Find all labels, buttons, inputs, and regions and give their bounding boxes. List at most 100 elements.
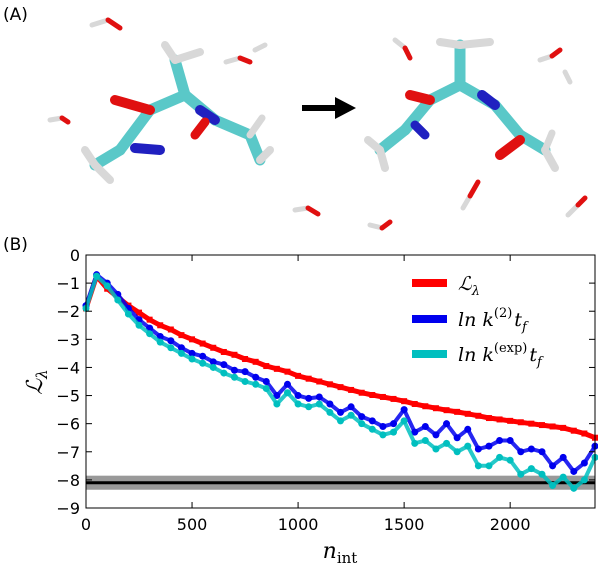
panel-b-label: (B) <box>3 235 28 255</box>
data-point <box>337 417 344 425</box>
y-tick-label: −9 <box>56 499 80 518</box>
data-point <box>411 439 419 447</box>
data-point <box>103 282 111 290</box>
data-point <box>559 453 567 461</box>
data-point <box>230 366 238 374</box>
y-tick-label: −8 <box>56 471 80 490</box>
x-tick-label: 1500 <box>384 515 425 534</box>
data-point <box>358 420 366 428</box>
data-point <box>262 385 270 393</box>
data-point <box>157 322 164 329</box>
data-point <box>475 412 482 419</box>
data-point <box>538 448 546 456</box>
data-point <box>188 349 196 357</box>
data-point <box>390 395 397 402</box>
data-point <box>559 473 567 481</box>
data-point <box>93 272 101 280</box>
series-kexp-line <box>84 274 597 491</box>
molecule-right <box>364 38 559 172</box>
data-point <box>136 309 143 316</box>
water-molecule <box>47 115 71 125</box>
data-point <box>560 424 567 431</box>
data-point <box>453 434 461 442</box>
data-point <box>347 411 355 419</box>
data-point <box>315 393 323 401</box>
data-point <box>199 352 207 360</box>
y-tick-label: −6 <box>56 415 80 434</box>
data-point <box>527 465 535 473</box>
data-point <box>189 336 196 343</box>
data-point <box>252 373 260 381</box>
data-point <box>358 389 365 396</box>
data-point <box>422 403 429 410</box>
data-point <box>400 417 408 425</box>
data-point <box>177 349 185 357</box>
data-point <box>284 368 291 375</box>
data-point <box>549 462 557 470</box>
y-tick-label: −3 <box>56 330 80 349</box>
data-point <box>432 445 440 453</box>
data-point <box>242 356 249 363</box>
data-point <box>570 484 578 492</box>
x-tick-label: 1000 <box>278 515 319 534</box>
arrow-icon <box>302 97 356 119</box>
data-point <box>549 423 556 430</box>
data-point <box>305 394 313 402</box>
x-tick-label: 500 <box>177 515 208 534</box>
water-molecules <box>47 17 588 231</box>
data-point <box>581 430 588 437</box>
data-point <box>464 425 472 433</box>
data-point <box>231 351 238 358</box>
data-point <box>220 369 228 377</box>
data-point <box>283 389 291 397</box>
data-point <box>474 462 482 470</box>
data-point <box>337 384 344 391</box>
data-point <box>464 410 471 417</box>
data-point <box>485 442 493 450</box>
data-point <box>210 344 217 351</box>
data-point <box>517 419 524 426</box>
data-point <box>570 427 577 434</box>
panel-a-label: (A) <box>3 5 28 25</box>
data-point <box>528 420 535 427</box>
data-point <box>432 431 440 439</box>
series-lambda <box>83 273 598 441</box>
data-point <box>570 467 578 475</box>
x-tick-label: 0 <box>81 515 91 534</box>
data-point <box>507 417 514 424</box>
data-point <box>273 392 281 400</box>
data-point <box>326 400 334 408</box>
data-point <box>496 416 503 423</box>
data-point <box>294 392 302 400</box>
data-point <box>432 405 439 412</box>
molecule-left <box>81 41 274 184</box>
water-molecule <box>292 205 321 217</box>
data-point <box>252 358 259 365</box>
x-axis-label: nint <box>323 539 358 567</box>
data-point <box>485 415 492 422</box>
data-point <box>337 408 344 416</box>
data-point <box>167 337 175 345</box>
series-k2 <box>82 271 598 475</box>
data-point <box>283 380 291 388</box>
data-point <box>411 400 418 407</box>
data-point <box>485 462 493 470</box>
legend-label-kexp: ln k(exp) tf <box>458 341 544 370</box>
data-point <box>146 316 153 323</box>
data-point <box>348 386 355 393</box>
data-point <box>496 437 504 445</box>
plot-frame <box>85 254 596 509</box>
data-point <box>453 448 461 456</box>
legend: ℒλ ln k(2) tf ln k(exp) tf <box>412 273 544 370</box>
data-point <box>517 448 525 456</box>
data-point <box>135 321 143 329</box>
data-point <box>263 363 270 370</box>
data-point <box>368 425 376 433</box>
data-point <box>464 442 472 450</box>
data-point <box>209 363 217 371</box>
data-point <box>474 445 482 453</box>
data-point <box>241 368 249 376</box>
series-kexp <box>82 272 598 492</box>
data-point <box>188 355 196 363</box>
data-point <box>114 296 122 304</box>
